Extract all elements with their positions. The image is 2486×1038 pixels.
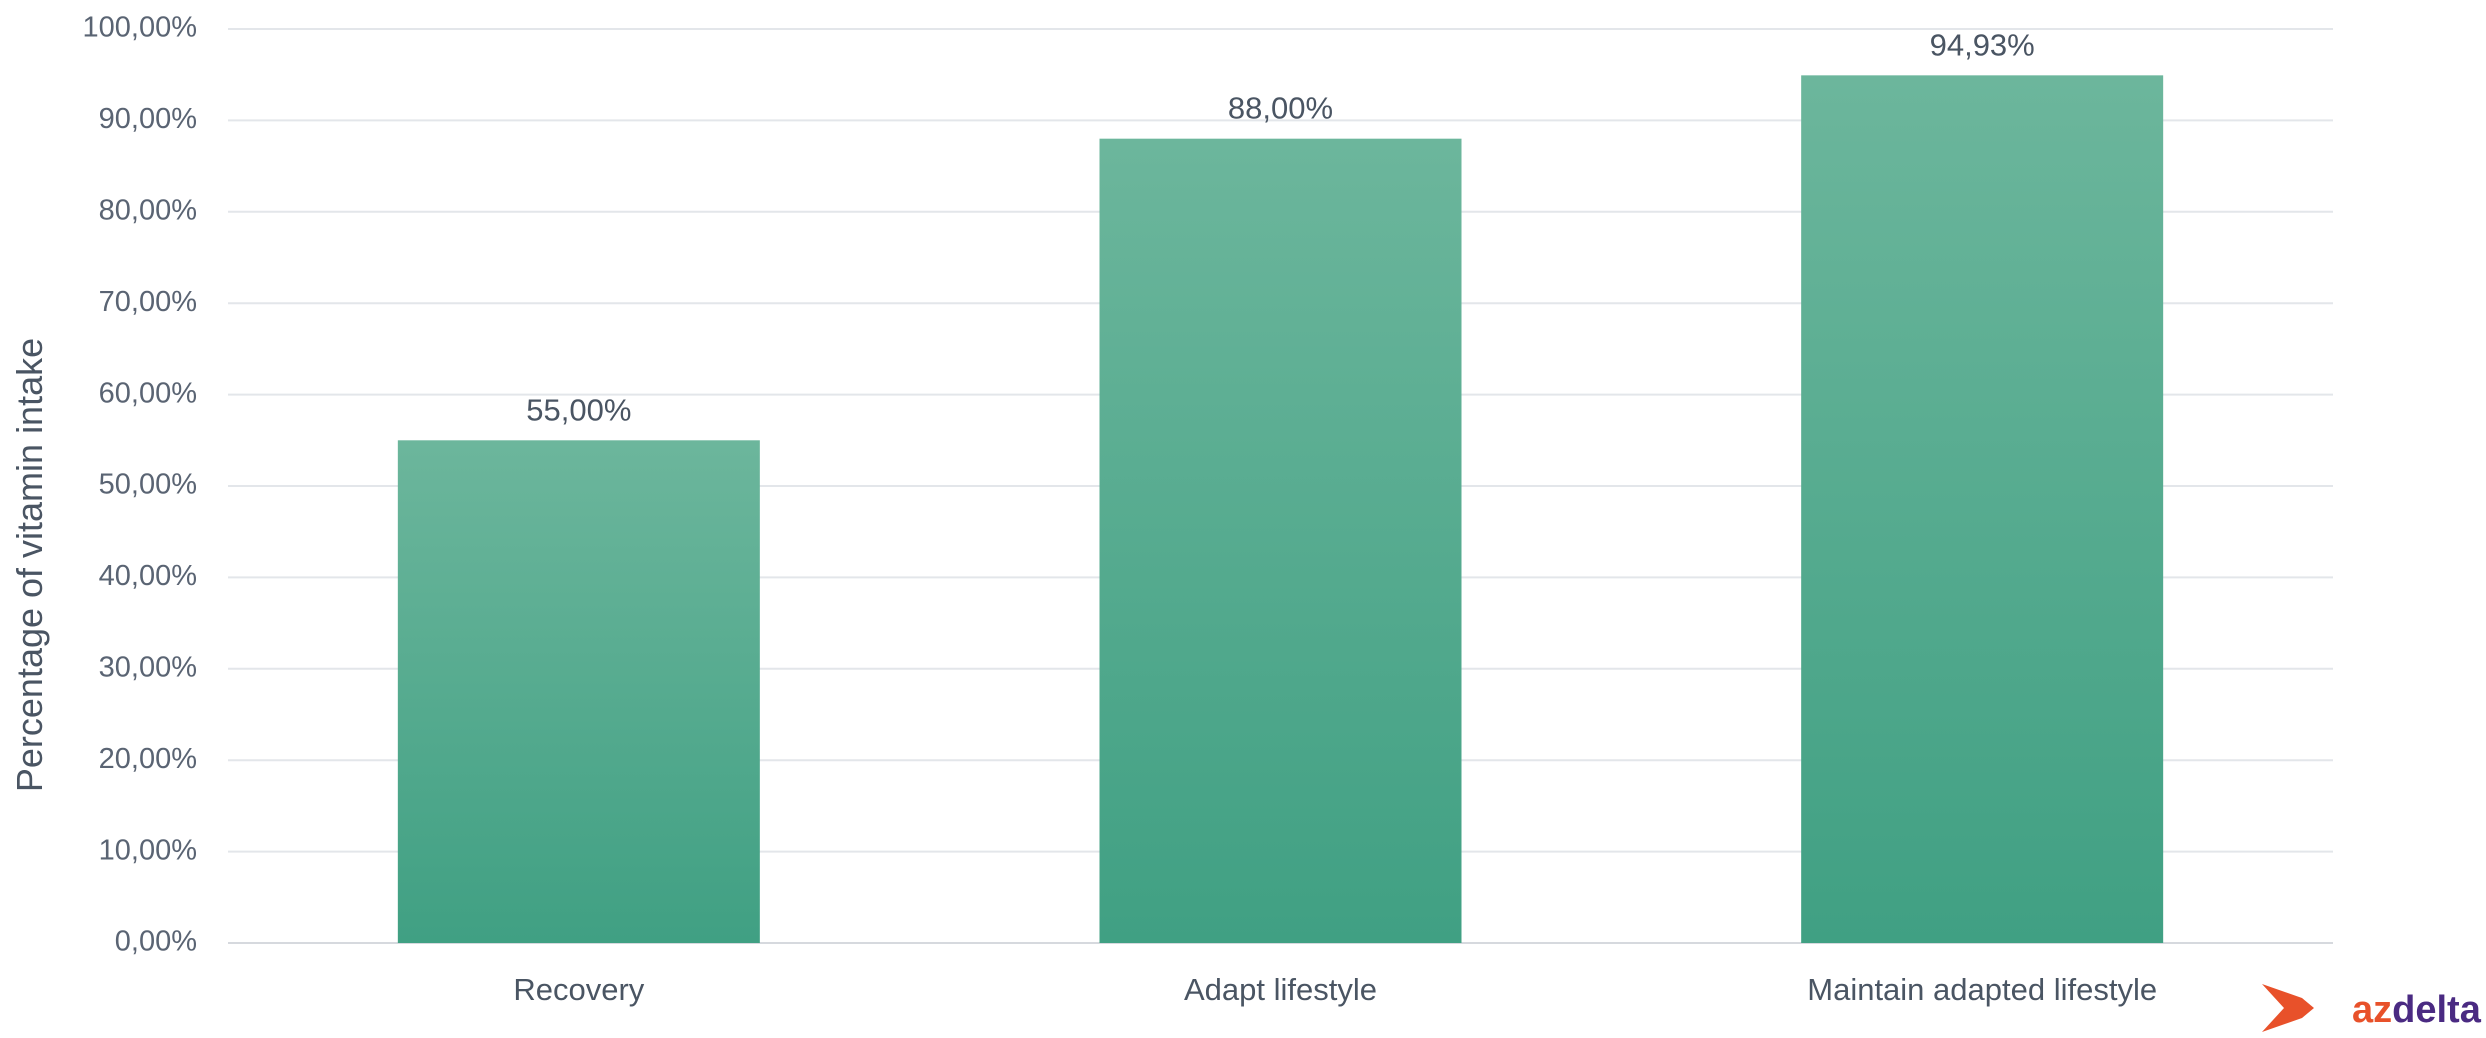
y-tick-label: 60,00% — [99, 377, 197, 409]
y-axis-ticks: 0,00% 10,00% 20,00% 30,00% 40,00% 50,00% 60,00… — [83, 12, 198, 958]
bar-0 — [397, 440, 760, 943]
y-tick-label: 100,00% — [83, 12, 198, 44]
y-tick-label: 30,00% — [99, 651, 197, 683]
azdelta-logo: azdelta — [2262, 984, 2482, 1032]
x-category-label: Maintain adapted lifestyle — [1807, 972, 2157, 1007]
data-label: 94,93% — [1930, 27, 2035, 62]
logo-mark-icon — [2262, 984, 2314, 1032]
data-label: 88,00% — [1228, 91, 1333, 126]
x-axis-categories: Recovery Adapt lifestyle Maintain adapted … — [513, 972, 2157, 1007]
y-tick-label: 0,00% — [115, 926, 197, 958]
data-label: 55,00% — [526, 392, 631, 427]
y-tick-label: 10,00% — [99, 834, 197, 866]
x-category-label: Recovery — [513, 972, 644, 1007]
bar-1 — [1099, 138, 1462, 943]
x-category-label: Adapt lifestyle — [1184, 972, 1377, 1007]
y-tick-label: 50,00% — [99, 469, 197, 501]
y-tick-label: 40,00% — [99, 560, 197, 592]
logo-suffix: delta — [2392, 989, 2482, 1031]
y-tick-label: 90,00% — [99, 103, 197, 135]
data-labels: 55,00% 88,00% 94,93% — [526, 27, 2034, 427]
svg-text:azdelta: azdelta — [2352, 989, 2482, 1031]
bars — [397, 75, 2164, 944]
y-tick-label: 80,00% — [99, 194, 197, 226]
y-tick-label: 20,00% — [99, 743, 197, 775]
y-axis-title: Percentage of vitamin intake — [9, 338, 50, 792]
logo-prefix: az — [2352, 989, 2392, 1031]
bar-2 — [1801, 75, 2164, 944]
y-tick-label: 70,00% — [99, 286, 197, 318]
